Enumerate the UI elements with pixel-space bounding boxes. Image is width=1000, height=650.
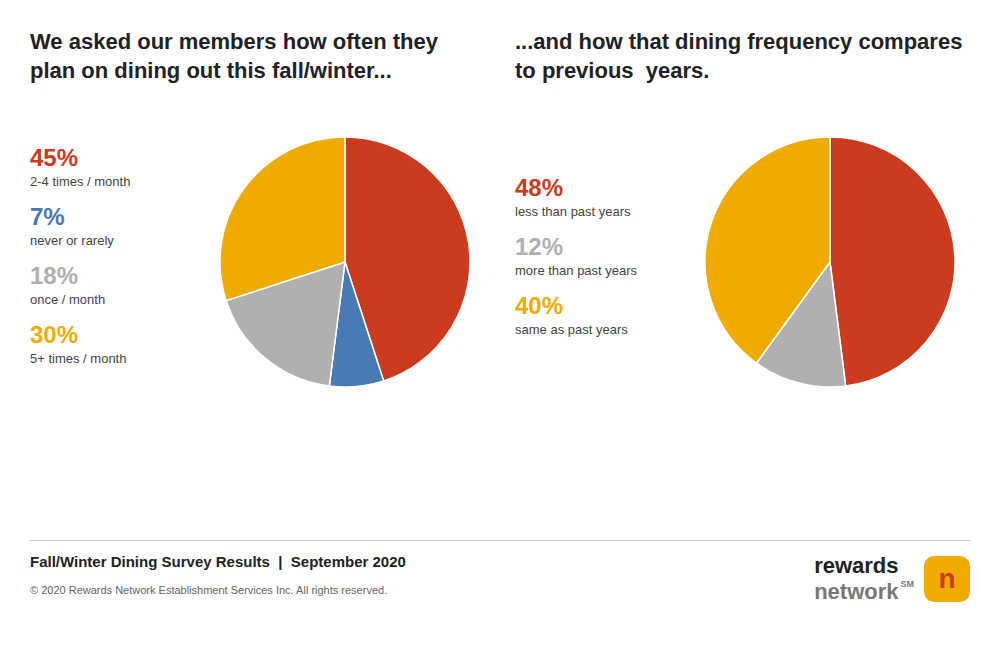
legend-label: 5+ times / month	[30, 351, 215, 366]
legend-label: same as past years	[515, 322, 700, 337]
legend-item: 48% less than past years	[515, 174, 700, 219]
legend-item: 7% never or rarely	[30, 203, 215, 248]
logo-icon: n	[924, 556, 970, 602]
logo-word: network	[814, 579, 898, 604]
legend-item: 12% more than past years	[515, 233, 700, 278]
legend: 45% 2-4 times / month 7% never or rarely 18%…	[30, 144, 215, 380]
panels: We asked our members how often they plan…	[30, 28, 970, 528]
footer-note: © 2020 Rewards Network Establishment Ser…	[30, 584, 406, 596]
pie-chart	[700, 132, 960, 392]
legend-item: 18% once / month	[30, 262, 215, 307]
legend-value: 30%	[30, 321, 215, 349]
legend-item: 40% same as past years	[515, 292, 700, 337]
chart-panel: We asked our members how often they plan…	[30, 28, 485, 528]
legend-value: 48%	[515, 174, 700, 202]
pie-slice	[220, 137, 345, 301]
chart-title: ...and how that dining frequency compare…	[515, 28, 970, 114]
legend: 48% less than past years 12% more than past…	[515, 174, 700, 351]
logo-text: rewardsnetworkSM	[814, 553, 914, 605]
pie-slice	[830, 137, 955, 386]
pie-chart	[215, 132, 475, 392]
footer-title: Fall/Winter Dining Survey Results | Sept…	[30, 553, 406, 570]
chart-body: 45% 2-4 times / month 7% never or rarely 18%…	[30, 132, 485, 392]
legend-label: 2-4 times / month	[30, 174, 215, 189]
legend-value: 7%	[30, 203, 215, 231]
legend-label: more than past years	[515, 263, 700, 278]
legend-value: 40%	[515, 292, 700, 320]
legend-value: 12%	[515, 233, 700, 261]
legend-item: 30% 5+ times / month	[30, 321, 215, 366]
page: We asked our members how often they plan…	[0, 0, 1000, 650]
legend-value: 45%	[30, 144, 215, 172]
chart-panel: ...and how that dining frequency compare…	[515, 28, 970, 528]
logo-mark: SM	[901, 579, 915, 589]
pie-slice	[705, 137, 830, 363]
logo-word: rewards	[814, 553, 914, 579]
legend-label: less than past years	[515, 204, 700, 219]
legend-item: 45% 2-4 times / month	[30, 144, 215, 189]
logo-word: networkSM	[814, 579, 914, 605]
chart-title: We asked our members how often they plan…	[30, 28, 485, 114]
legend-label: once / month	[30, 292, 215, 307]
chart-body: 48% less than past years 12% more than past…	[515, 132, 970, 392]
legend-value: 18%	[30, 262, 215, 290]
footer-text: Fall/Winter Dining Survey Results | Sept…	[30, 553, 406, 605]
logo: rewardsnetworkSMn	[814, 553, 970, 605]
legend-label: never or rarely	[30, 233, 215, 248]
footer: Fall/Winter Dining Survey Results | Sept…	[30, 540, 970, 605]
